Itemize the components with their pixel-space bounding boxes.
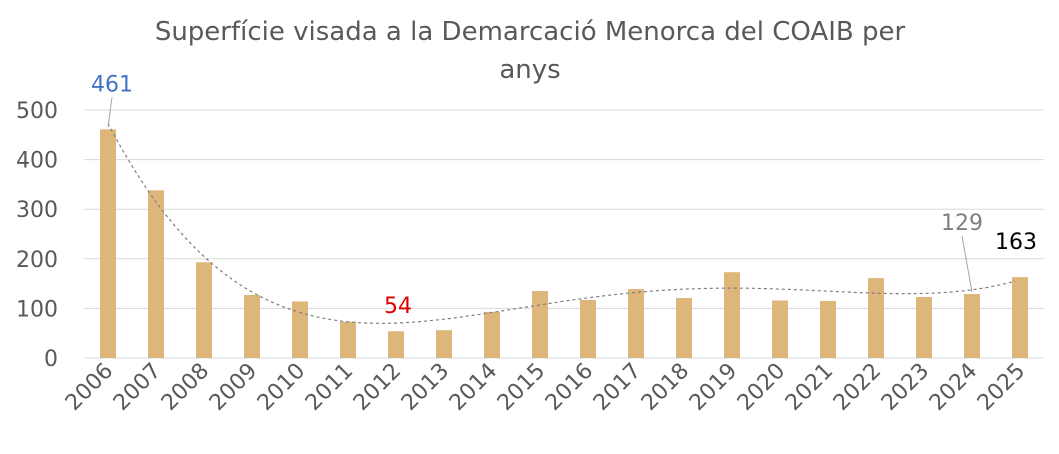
x-tick-label: 2010 — [253, 359, 310, 416]
bar-2006 — [100, 129, 116, 358]
x-tick-label: 2024 — [925, 359, 982, 416]
x-tick-label: 2014 — [445, 359, 502, 416]
x-tick-label: 2006 — [61, 359, 118, 416]
bar-2022 — [868, 278, 884, 358]
bar-2012 — [388, 331, 404, 358]
bar-2024 — [964, 294, 980, 358]
y-tick-label: 300 — [16, 198, 58, 223]
bar-2016 — [580, 299, 596, 358]
x-tick-label: 2023 — [877, 359, 934, 416]
y-tick-label: 100 — [16, 297, 58, 322]
bar-2021 — [820, 300, 836, 358]
x-tick-label: 2025 — [973, 359, 1030, 416]
x-tick-label: 2015 — [493, 359, 550, 416]
x-tick-label: 2008 — [157, 359, 214, 416]
x-axis-ticks: 2006200720082009201020112012201320142015… — [61, 359, 1030, 416]
data-label-2024: 129 — [941, 211, 983, 236]
chart-title-line-2: anys — [499, 55, 560, 85]
x-tick-label: 2011 — [301, 359, 358, 416]
bar-2020 — [772, 300, 788, 358]
bar-2011 — [340, 321, 356, 358]
bar-2015 — [532, 291, 548, 358]
y-axis-ticks: 0 100 200 300 400 500 — [16, 99, 58, 372]
x-tick-label: 2022 — [829, 359, 886, 416]
x-tick-label: 2009 — [205, 359, 262, 416]
x-tick-label: 2021 — [781, 359, 838, 416]
x-tick-label: 2007 — [109, 359, 166, 416]
x-tick-label: 2017 — [589, 359, 646, 416]
data-labels: 461 54 129 163 — [91, 72, 1037, 319]
x-tick-label: 2012 — [349, 359, 406, 416]
bar-2014 — [484, 311, 500, 358]
y-tick-label: 200 — [16, 248, 58, 273]
bar-2010 — [292, 301, 308, 358]
data-label-leader-2006 — [107, 97, 113, 128]
bar-2009 — [244, 295, 260, 358]
trendline — [107, 123, 1016, 324]
y-tick-label: 0 — [44, 347, 58, 372]
y-tick-label: 400 — [16, 149, 58, 174]
gridlines — [84, 109, 1044, 359]
bar-2008 — [196, 262, 212, 358]
bar-2017 — [628, 289, 644, 358]
bars — [100, 129, 1028, 358]
x-tick-label: 2013 — [397, 359, 454, 416]
chart-title-line-1: Superfície visada a la Demarcació Menorc… — [155, 17, 906, 47]
bar-2025 — [1012, 277, 1028, 358]
x-tick-label: 2016 — [541, 359, 598, 416]
bar-2007 — [148, 190, 164, 358]
bar-2023 — [916, 296, 932, 358]
x-tick-label: 2019 — [685, 359, 742, 416]
data-label-2012: 54 — [384, 294, 412, 319]
bar-2018 — [676, 297, 692, 358]
bar-2013 — [436, 330, 452, 358]
y-tick-label: 500 — [16, 99, 58, 124]
bar-2019 — [724, 272, 740, 358]
data-label-2006: 461 — [91, 72, 133, 97]
data-label-leader-2024 — [961, 235, 973, 293]
x-tick-label: 2018 — [637, 359, 694, 416]
x-tick-label: 2020 — [733, 359, 790, 416]
data-label-2025: 163 — [995, 230, 1037, 255]
